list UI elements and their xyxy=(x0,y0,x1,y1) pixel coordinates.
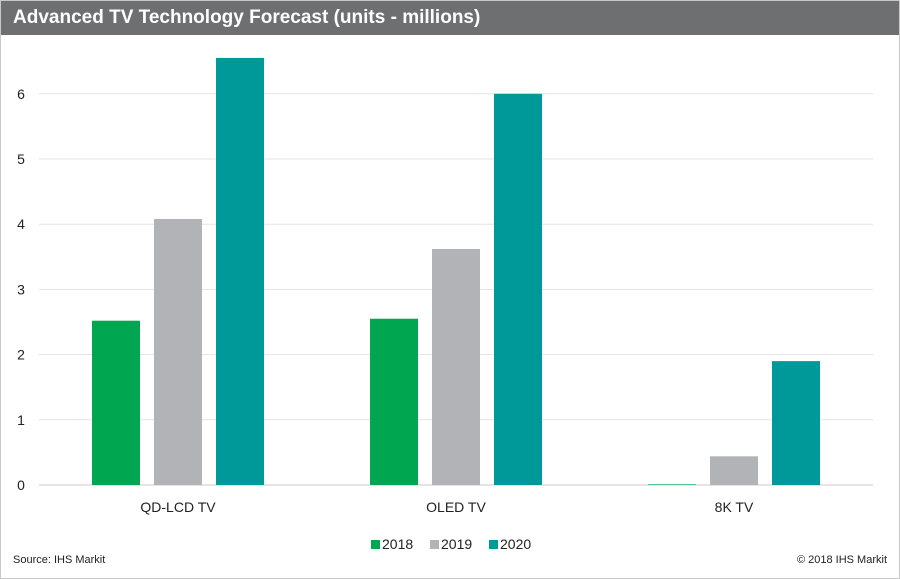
legend-label: 2020 xyxy=(500,536,531,552)
copyright-note: © 2018 IHS Markit xyxy=(796,554,887,566)
legend-swatch-2019 xyxy=(430,540,439,549)
y-tick-label: 6 xyxy=(17,86,25,102)
y-tick-label: 4 xyxy=(17,216,25,232)
bar-2018 xyxy=(92,320,140,485)
bar-2020 xyxy=(216,57,264,485)
bar-2018 xyxy=(370,318,418,485)
y-tick-label: 5 xyxy=(17,151,25,167)
y-tick-label: 0 xyxy=(17,477,25,493)
bar-2020 xyxy=(772,361,820,485)
y-tick-label: 1 xyxy=(17,412,25,428)
y-tick-label: 2 xyxy=(17,347,25,363)
bar-2020 xyxy=(494,93,542,486)
legend-swatch-2020 xyxy=(489,540,498,549)
legend-swatch-2018 xyxy=(371,540,380,549)
y-tick-label: 3 xyxy=(17,281,25,297)
x-tick-label: 8K TV xyxy=(715,499,754,515)
x-tick-label: QD-LCD TV xyxy=(140,499,216,515)
title-bar: Advanced TV Technology Forecast (units -… xyxy=(1,1,899,35)
bar-2018 xyxy=(648,484,696,485)
bar-2019 xyxy=(710,456,758,485)
bar-2019 xyxy=(154,218,202,485)
bar-2019 xyxy=(432,248,480,485)
source-note: Source: IHS Markit xyxy=(13,554,106,566)
x-tick-label: OLED TV xyxy=(426,499,486,515)
legend-label: 2019 xyxy=(441,536,472,552)
chart-title: Advanced TV Technology Forecast (units -… xyxy=(13,7,481,28)
legend-label: 2018 xyxy=(382,536,413,552)
